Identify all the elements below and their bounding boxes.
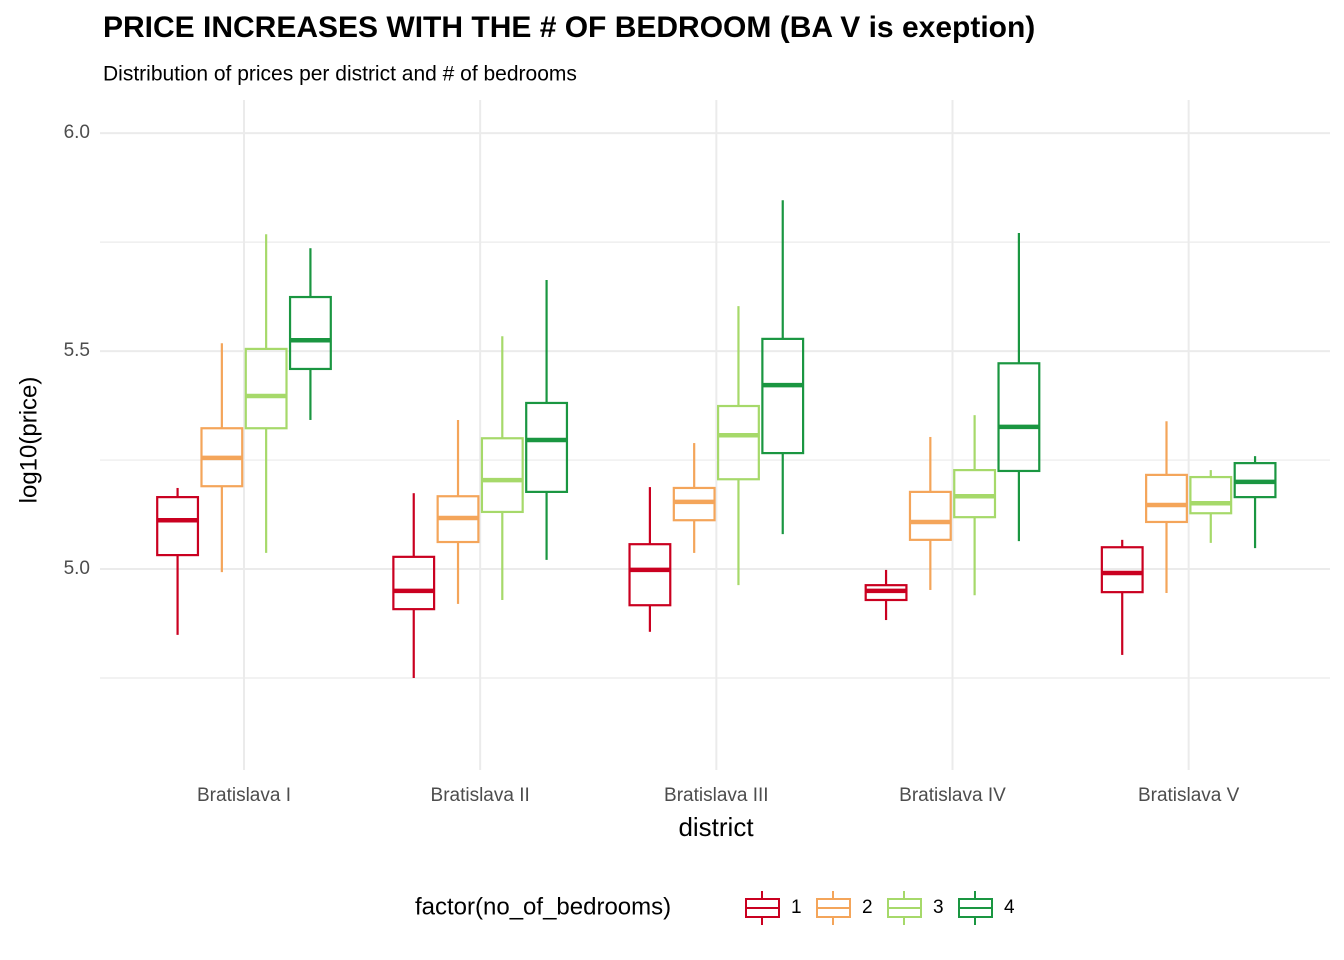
box	[628, 543, 672, 607]
box-plot	[953, 415, 997, 596]
box-plot	[1233, 456, 1277, 549]
box-plot	[156, 487, 200, 635]
box-plot	[436, 419, 480, 604]
box	[480, 437, 524, 514]
legend-item: 2	[816, 891, 873, 925]
y-axis-title: log10(price)	[15, 377, 42, 504]
legend-label: 4	[1004, 897, 1015, 918]
x-tick-label: Bratislava V	[1138, 785, 1240, 806]
box-plot	[480, 336, 524, 600]
box-plot	[997, 232, 1041, 542]
box	[997, 362, 1041, 473]
box-plot	[525, 280, 569, 560]
box-plot	[200, 343, 244, 573]
x-tick-label: Bratislava IV	[899, 785, 1006, 806]
box-plot	[716, 306, 760, 586]
box-plot	[244, 234, 288, 553]
legend-label: 3	[933, 897, 944, 918]
box	[392, 555, 436, 611]
box	[908, 490, 952, 541]
box	[761, 337, 805, 455]
legend-item: 4	[958, 891, 1015, 925]
y-tick-label: 6.0	[64, 122, 90, 143]
x-tick-label: Bratislava I	[197, 785, 291, 806]
box-plot	[628, 487, 672, 632]
box-plot	[761, 200, 805, 535]
box	[1100, 546, 1144, 594]
box	[156, 496, 200, 557]
x-tick-label: Bratislava III	[664, 785, 769, 806]
box	[953, 468, 997, 519]
box-plot	[1145, 421, 1188, 594]
box-plot	[1189, 470, 1233, 543]
box-plot	[908, 436, 952, 590]
chart-subtitle: Distribution of prices per district and …	[103, 63, 577, 86]
y-tick-label: 5.5	[64, 340, 90, 361]
legend-item: 3	[887, 891, 944, 925]
box-plot	[392, 493, 436, 679]
x-axis-title: district	[678, 812, 754, 842]
legend-label: 2	[862, 897, 873, 918]
box	[525, 401, 569, 493]
box	[1189, 475, 1233, 515]
chart-title: PRICE INCREASES WITH THE # OF BEDROOM (B…	[103, 11, 1035, 44]
box-plot	[864, 569, 908, 621]
box	[716, 404, 760, 481]
box	[1145, 473, 1188, 524]
x-tick-label: Bratislava II	[431, 785, 530, 806]
legend-item: 1	[745, 891, 802, 925]
legend-label: 1	[791, 897, 802, 918]
box-plot	[1100, 539, 1144, 655]
legend-title: factor(no_of_bedrooms)	[415, 893, 671, 920]
y-tick-label: 5.0	[64, 558, 90, 579]
box-plot	[288, 248, 332, 420]
box-plot	[672, 443, 716, 553]
box	[288, 295, 332, 371]
box	[244, 347, 288, 430]
